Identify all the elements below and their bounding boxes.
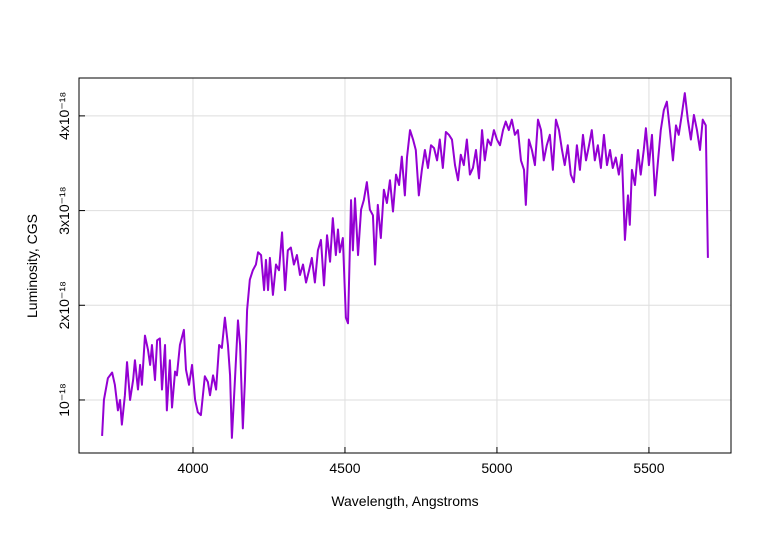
y-tick-label: 4x10⁻¹⁸ (56, 92, 72, 140)
plot-frame (78, 77, 732, 454)
x-axis-label: Wavelength, Angstroms (331, 493, 478, 509)
y-tick-label: 3x10⁻¹⁸ (56, 186, 72, 234)
x-tick-label: 5000 (481, 460, 512, 476)
y-tick-label: 2x10⁻¹⁸ (56, 281, 72, 329)
y-tick-label: 10⁻¹⁸ (56, 383, 72, 417)
spectrum-line (101, 92, 709, 439)
x-tick-label: 5500 (633, 460, 664, 476)
y-axis-label: Luminosity, CGS (24, 214, 40, 318)
x-tick-label: 4500 (329, 460, 360, 476)
x-tick-label: 4000 (177, 460, 208, 476)
